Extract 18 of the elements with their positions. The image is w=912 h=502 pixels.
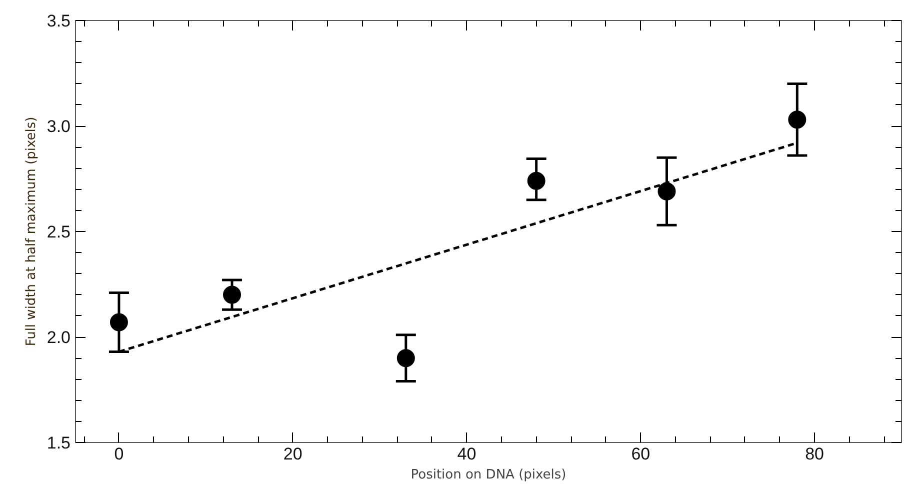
x-tick-label: 40 <box>457 444 476 464</box>
point <box>223 286 242 304</box>
x-tick-label: 80 <box>805 444 824 464</box>
point <box>396 349 415 368</box>
x-tick-label: 60 <box>631 444 650 464</box>
point <box>110 313 128 332</box>
y-tick-label: 3.5 <box>46 12 71 30</box>
point <box>527 172 546 190</box>
y-tick-label: 1.5 <box>46 434 71 452</box>
y-axis-title: Full width at half maximum (pixels) <box>24 116 39 346</box>
x-tick-label: 20 <box>283 444 302 464</box>
y-tick-label: 2.5 <box>46 222 71 242</box>
point <box>658 182 676 200</box>
x-tick-label: 0 <box>114 444 124 464</box>
y-tick-label: 2.0 <box>46 328 71 347</box>
y-tick-label: 3.0 <box>46 117 71 136</box>
point <box>788 110 806 129</box>
x-axis-title: Position on DNA (pixels) <box>410 468 566 482</box>
